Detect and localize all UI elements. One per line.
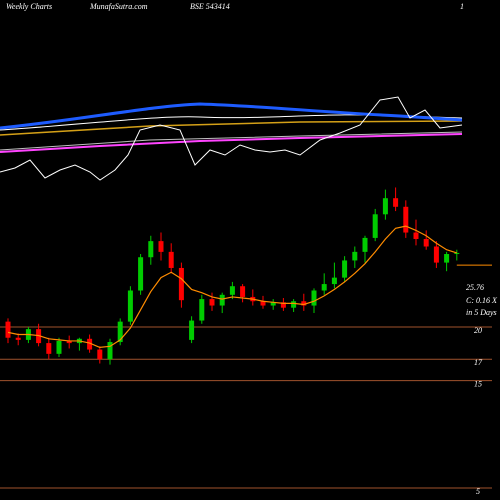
candle-body (97, 349, 103, 360)
candle-body (382, 198, 388, 215)
candle-body (87, 338, 93, 350)
level-label: 17 (474, 358, 483, 367)
symbol: BSE 543414 (190, 2, 230, 11)
candle-body (178, 267, 184, 301)
change-label: C: 0.16 X (466, 296, 498, 305)
candle-body (260, 301, 266, 306)
candle-body (423, 238, 429, 247)
moving-average (7, 225, 457, 349)
candle-body (240, 286, 246, 297)
site-name: MunafaSutra.com (89, 2, 148, 11)
candle-body (5, 321, 11, 338)
candle-body (46, 343, 52, 354)
candle-body (331, 277, 337, 285)
indicator-panel (0, 96, 463, 181)
candle-body (372, 214, 378, 238)
level-label: 20 (474, 326, 482, 335)
candle-body (342, 260, 348, 278)
last-price-label: 25.76 (466, 283, 484, 292)
candle-body (403, 206, 409, 233)
candle-body (454, 252, 460, 255)
level-label: 15 (474, 379, 482, 388)
candle-body (148, 241, 154, 258)
candle-body (291, 301, 297, 308)
corner-label: 1 (460, 2, 464, 11)
candle-body (229, 286, 235, 295)
candle-body (219, 294, 225, 306)
candle-body (158, 241, 164, 252)
period-label: in 5 Days (466, 308, 497, 317)
candle-body (280, 302, 286, 308)
chart-label: Weekly Charts (6, 2, 52, 11)
candle-body (117, 321, 123, 343)
candle-body (413, 232, 419, 239)
candle-body (199, 299, 205, 321)
candle-body (433, 246, 439, 263)
candle-body (311, 290, 317, 306)
candle-body (444, 254, 450, 263)
candle-body (321, 284, 327, 291)
candle-body (270, 302, 276, 306)
candle-body (189, 320, 195, 340)
candle-body (362, 237, 368, 252)
candle-body (56, 340, 62, 354)
candle-body (209, 299, 215, 306)
candle-body (352, 251, 358, 261)
candle-body (301, 301, 307, 306)
candle-body (168, 251, 174, 268)
level-label: 5 (476, 487, 480, 496)
candle-body (138, 257, 144, 291)
candle-body (127, 290, 133, 322)
candle-body (393, 198, 399, 207)
candle-body (15, 337, 21, 340)
candle-body (66, 340, 72, 344)
candle-body (107, 342, 113, 360)
